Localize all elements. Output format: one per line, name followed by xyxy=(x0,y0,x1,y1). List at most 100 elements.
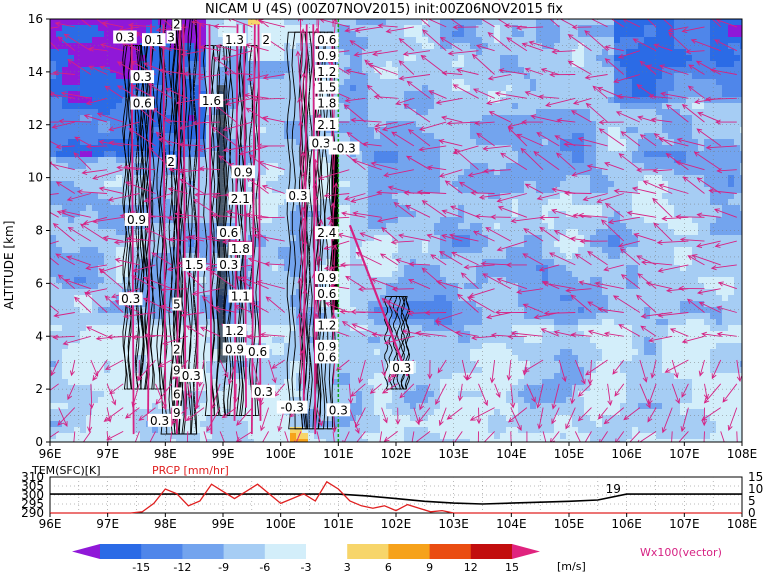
field-cell xyxy=(680,145,687,152)
field-cell xyxy=(482,253,489,260)
field-cell xyxy=(206,205,213,212)
field-cell xyxy=(446,151,453,158)
field-cell xyxy=(584,91,591,98)
field-cell xyxy=(542,217,549,224)
field-cell xyxy=(374,217,381,224)
field-cell xyxy=(284,19,291,26)
field-cell xyxy=(62,145,69,152)
field-cell xyxy=(374,259,381,266)
field-cell xyxy=(272,223,279,230)
field-cell xyxy=(482,181,489,188)
field-cell xyxy=(662,37,669,44)
field-cell xyxy=(362,157,369,164)
field-cell xyxy=(188,139,195,146)
field-cell xyxy=(254,241,261,248)
field-cell xyxy=(644,247,651,254)
field-cell xyxy=(584,19,591,26)
field-cell xyxy=(464,43,471,50)
field-cell xyxy=(710,133,717,140)
field-cell xyxy=(230,55,237,62)
field-cell xyxy=(116,133,123,140)
field-cell xyxy=(656,271,663,278)
field-cell xyxy=(62,259,69,266)
field-cell xyxy=(692,103,699,110)
field-cell xyxy=(386,115,393,122)
field-cell xyxy=(248,151,255,158)
field-cell xyxy=(728,121,735,128)
field-cell xyxy=(200,151,207,158)
field-cell xyxy=(656,211,663,218)
field-cell xyxy=(668,37,675,44)
field-cell xyxy=(620,31,627,38)
field-cell xyxy=(134,43,141,50)
field-cell xyxy=(602,187,609,194)
field-cell xyxy=(554,241,561,248)
field-cell xyxy=(242,43,249,50)
field-cell xyxy=(698,157,705,164)
field-cell xyxy=(134,19,141,26)
field-cell xyxy=(704,85,711,92)
field-cell xyxy=(440,229,447,236)
field-cell xyxy=(614,235,621,242)
field-cell xyxy=(710,253,717,260)
field-cell xyxy=(200,253,207,260)
field-cell xyxy=(62,181,69,188)
field-cell xyxy=(602,169,609,176)
field-cell xyxy=(386,247,393,254)
field-cell xyxy=(386,25,393,32)
field-cell xyxy=(278,175,285,182)
field-cell xyxy=(710,127,717,134)
field-cell xyxy=(476,241,483,248)
field-cell xyxy=(566,157,573,164)
field-cell xyxy=(626,31,633,38)
field-cell xyxy=(656,217,663,224)
field-cell xyxy=(434,25,441,32)
field-cell xyxy=(140,235,147,242)
field-cell xyxy=(236,109,243,116)
field-cell xyxy=(164,193,171,200)
field-cell xyxy=(416,91,423,98)
field-cell xyxy=(380,31,387,38)
field-cell xyxy=(572,217,579,224)
field-cell xyxy=(158,61,165,68)
field-cell xyxy=(386,265,393,272)
field-cell xyxy=(152,217,159,224)
field-cell xyxy=(116,151,123,158)
field-cell xyxy=(692,133,699,140)
field-cell xyxy=(536,229,543,236)
field-cell xyxy=(284,97,291,104)
field-cell xyxy=(602,79,609,86)
field-cell xyxy=(134,265,141,272)
field-cell xyxy=(344,73,351,80)
field-cell xyxy=(458,265,465,272)
field-cell xyxy=(668,133,675,140)
field-cell xyxy=(356,223,363,230)
field-cell xyxy=(638,151,645,158)
field-cell xyxy=(686,175,693,182)
field-cell xyxy=(728,97,735,104)
field-cell xyxy=(530,109,537,116)
field-cell xyxy=(704,175,711,182)
field-cell xyxy=(578,199,585,206)
field-cell xyxy=(638,181,645,188)
field-cell xyxy=(74,253,81,260)
field-cell xyxy=(644,55,651,62)
field-cell xyxy=(578,67,585,74)
field-cell xyxy=(560,211,567,218)
field-cell xyxy=(560,247,567,254)
field-cell xyxy=(662,211,669,218)
field-cell xyxy=(560,181,567,188)
field-cell xyxy=(518,49,525,56)
field-cell xyxy=(344,85,351,92)
field-cell xyxy=(278,205,285,212)
field-cell xyxy=(260,241,267,248)
field-cell xyxy=(350,121,357,128)
field-cell xyxy=(386,121,393,128)
field-cell xyxy=(392,127,399,134)
field-cell xyxy=(554,235,561,242)
field-cell xyxy=(104,25,111,32)
field-cell xyxy=(704,121,711,128)
field-cell xyxy=(638,139,645,146)
field-cell xyxy=(50,121,57,128)
field-cell xyxy=(212,205,219,212)
